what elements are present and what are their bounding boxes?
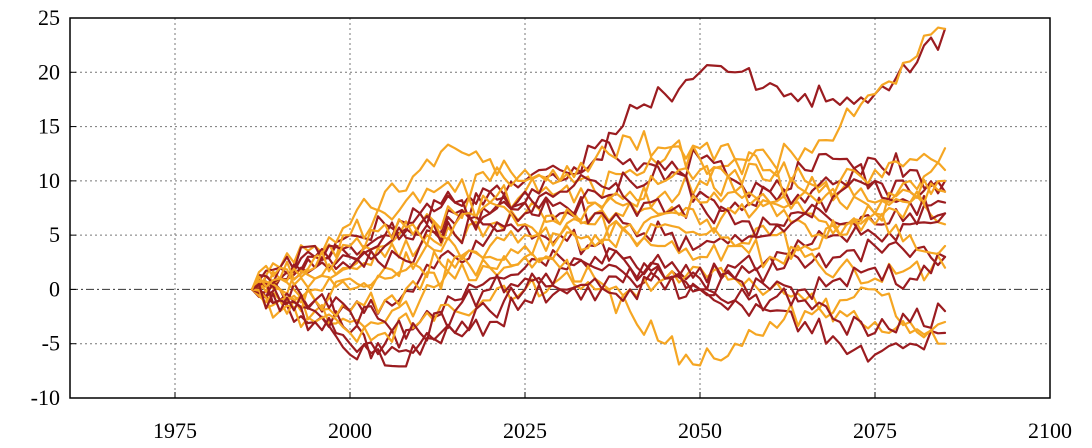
series-layer — [250, 26, 947, 368]
series-line-11 — [250, 255, 947, 343]
series-line-18 — [250, 262, 947, 342]
series-line-12 — [250, 190, 947, 291]
x-tick-label-2: 2025 — [503, 418, 547, 443]
y-tick-label-1: 20 — [38, 59, 60, 84]
y-tick-label-0: 25 — [38, 5, 60, 30]
series-line-19 — [250, 182, 947, 291]
series-line-3 — [250, 271, 947, 367]
y-tick-label-4: 5 — [49, 222, 60, 247]
series-line-16 — [250, 173, 947, 291]
series-line-10 — [250, 148, 947, 291]
x-tick-label-5: 2100 — [1028, 418, 1072, 443]
series-line-17 — [250, 201, 947, 291]
y-tick-label-7: -10 — [31, 385, 60, 410]
y-axis-ticks: 25 20 15 10 5 0 -5 -10 — [31, 5, 76, 410]
y-tick-label-3: 10 — [38, 168, 60, 193]
y-tick-label-6: -5 — [42, 331, 60, 356]
series-line-15 — [250, 164, 947, 318]
series-line-6 — [250, 199, 947, 360]
x-tick-label-1: 2000 — [328, 418, 372, 443]
x-tick-label-3: 2050 — [678, 418, 722, 443]
plot-frame — [69, 17, 1051, 399]
series-line-14 — [250, 252, 947, 368]
x-tick-label-0: 1975 — [153, 418, 197, 443]
series-line-13 — [250, 130, 947, 293]
grid-layer — [70, 18, 1050, 398]
x-tick-label-4: 2075 — [853, 418, 897, 443]
series-line-4 — [250, 138, 947, 298]
x-axis-ticks: 1975 2000 2025 2050 2075 2100 — [153, 392, 1072, 443]
y-tick-label-2: 15 — [38, 114, 60, 139]
y-tick-label-5: 0 — [49, 276, 60, 301]
